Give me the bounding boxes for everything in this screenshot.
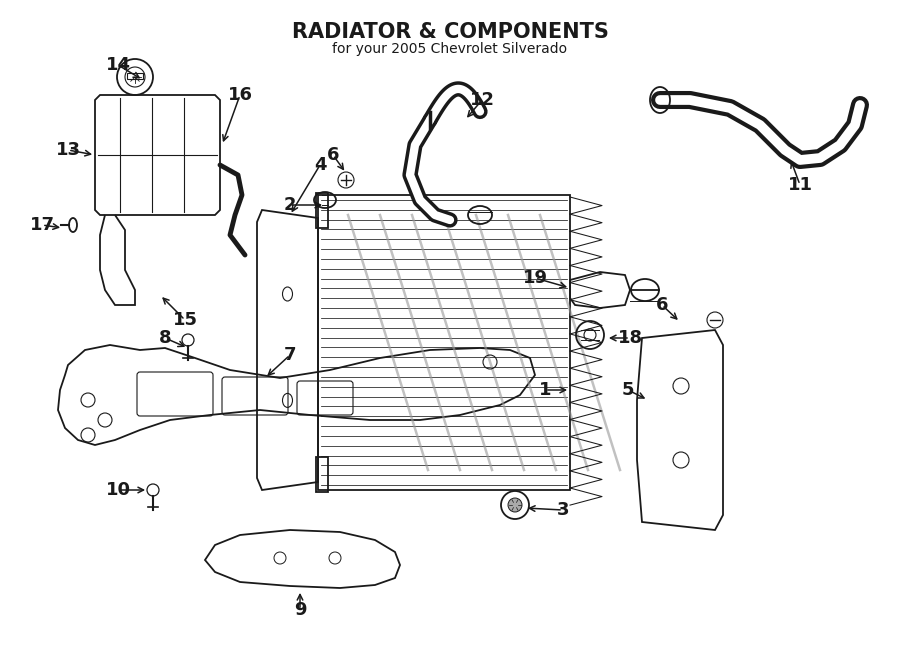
Text: 17: 17 — [30, 216, 55, 234]
Text: 4: 4 — [314, 156, 326, 174]
Bar — [316, 193, 328, 228]
Text: for your 2005 Chevrolet Silverado: for your 2005 Chevrolet Silverado — [332, 42, 568, 56]
Text: 7: 7 — [284, 346, 296, 364]
Text: 2: 2 — [284, 196, 296, 214]
Text: 18: 18 — [617, 329, 643, 347]
Text: 10: 10 — [105, 481, 130, 499]
Text: 16: 16 — [228, 86, 253, 104]
Text: 6: 6 — [656, 296, 668, 314]
Text: 12: 12 — [470, 91, 494, 109]
Text: 11: 11 — [788, 176, 813, 194]
Text: 9: 9 — [293, 601, 306, 619]
Text: 19: 19 — [523, 269, 547, 287]
Text: 8: 8 — [158, 329, 171, 347]
Text: 5: 5 — [622, 381, 634, 399]
Text: 13: 13 — [56, 141, 80, 159]
Circle shape — [508, 498, 522, 512]
Text: 15: 15 — [173, 311, 197, 329]
Bar — [316, 457, 328, 492]
Text: 3: 3 — [557, 501, 569, 519]
Text: 14: 14 — [105, 56, 130, 74]
Text: 6: 6 — [327, 146, 339, 164]
Bar — [127, 73, 143, 79]
Bar — [318, 195, 570, 490]
Text: RADIATOR & COMPONENTS: RADIATOR & COMPONENTS — [292, 22, 608, 42]
Text: 1: 1 — [539, 381, 551, 399]
